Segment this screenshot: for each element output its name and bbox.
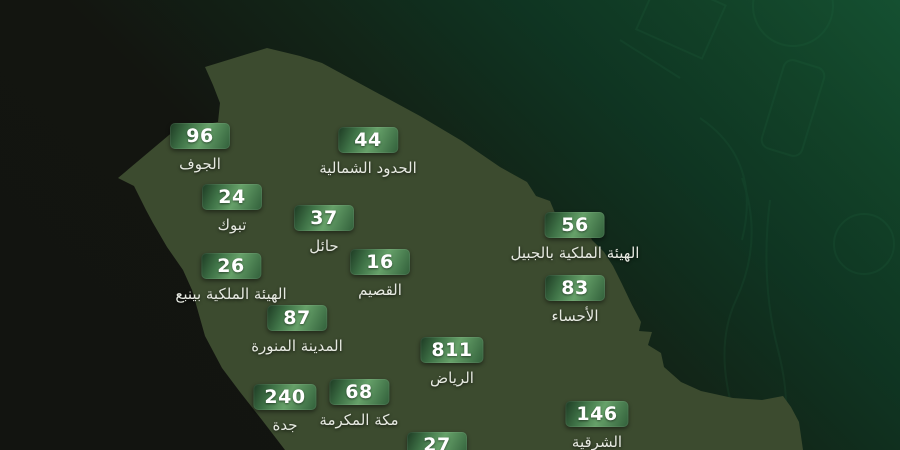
map-marker-south-cutoff: 27 bbox=[407, 432, 467, 450]
value-badge-tabuk: 24 bbox=[202, 184, 262, 210]
region-label-tabuk: تبوك bbox=[217, 216, 247, 234]
map-marker-al-ahsa: 83 الأحساء bbox=[545, 275, 605, 325]
region-label-royal-commission-yanbu: الهيئة الملكية بينبع bbox=[175, 285, 287, 303]
map-marker-makkah: 68 مكة المكرمة bbox=[319, 379, 399, 429]
value-badge-eastern-province: 146 bbox=[565, 401, 629, 427]
region-label-al-ahsa: الأحساء bbox=[551, 307, 599, 325]
value-badge-northern-borders: 44 bbox=[338, 127, 398, 153]
map-marker-royal-commission-jubail: 56 الهيئة الملكية بالجبيل bbox=[510, 212, 640, 262]
region-label-qassim: القصيم bbox=[358, 281, 402, 299]
region-label-riyadh: الرياض bbox=[430, 369, 474, 387]
value-badge-makkah: 68 bbox=[329, 379, 389, 405]
map-marker-madinah: 87 المدينة المنورة bbox=[251, 305, 343, 355]
map-marker-qassim: 16 القصيم bbox=[350, 249, 410, 299]
region-label-hail: حائل bbox=[309, 237, 339, 255]
region-label-al-jouf: الجوف bbox=[179, 155, 221, 173]
value-badge-royal-commission-jubail: 56 bbox=[544, 212, 605, 238]
map-marker-royal-commission-yanbu: 26 الهيئة الملكية بينبع bbox=[175, 253, 287, 303]
value-badge-south-cutoff: 27 bbox=[407, 432, 467, 450]
value-badge-qassim: 16 bbox=[350, 249, 410, 275]
saudi-map-shape bbox=[118, 48, 803, 450]
region-label-jeddah: جدة bbox=[272, 416, 298, 434]
region-label-makkah: مكة المكرمة bbox=[319, 411, 399, 429]
map-marker-al-jouf: 96 الجوف bbox=[170, 123, 230, 173]
region-label-eastern-province: الشرقية bbox=[571, 433, 623, 450]
value-badge-al-jouf: 96 bbox=[170, 123, 230, 149]
map-marker-eastern-province: 146 الشرقية bbox=[565, 401, 629, 450]
region-label-royal-commission-jubail: الهيئة الملكية بالجبيل bbox=[510, 244, 640, 262]
value-badge-riyadh: 811 bbox=[420, 337, 484, 363]
value-badge-madinah: 87 bbox=[267, 305, 327, 331]
value-badge-royal-commission-yanbu: 26 bbox=[201, 253, 261, 279]
map-marker-tabuk: 24 تبوك bbox=[202, 184, 262, 234]
map-marker-hail: 37 حائل bbox=[294, 205, 354, 255]
value-badge-hail: 37 bbox=[294, 205, 354, 231]
value-badge-al-ahsa: 83 bbox=[545, 275, 605, 301]
map-marker-jeddah: 240 جدة bbox=[253, 384, 317, 434]
value-badge-jeddah: 240 bbox=[253, 384, 317, 410]
map-marker-northern-borders: 44 الحدود الشمالية bbox=[319, 127, 417, 177]
region-label-madinah: المدينة المنورة bbox=[251, 337, 343, 355]
region-label-northern-borders: الحدود الشمالية bbox=[319, 159, 417, 177]
map-marker-riyadh: 811 الرياض bbox=[420, 337, 484, 387]
